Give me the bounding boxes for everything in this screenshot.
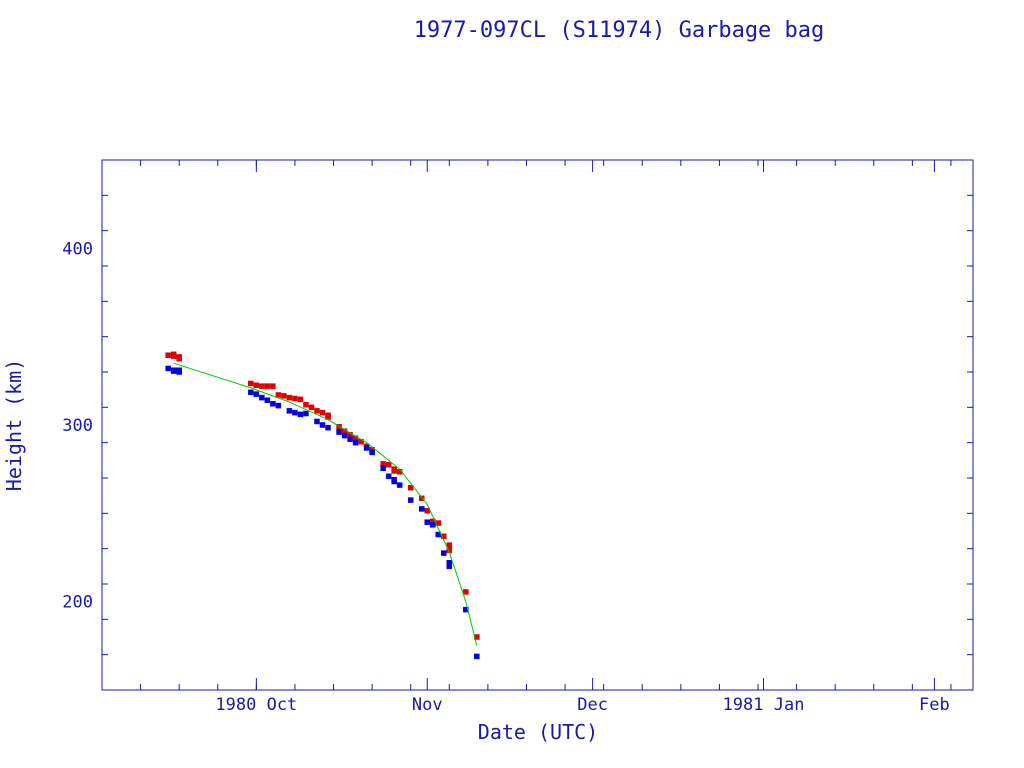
perigee-point bbox=[474, 653, 480, 660]
y-tick-label: 200 bbox=[62, 593, 93, 613]
apogee-point bbox=[319, 409, 326, 416]
perigee-point bbox=[270, 401, 276, 407]
apogee-point bbox=[391, 468, 397, 474]
perigee-point bbox=[347, 436, 353, 442]
perigee-point bbox=[380, 465, 386, 472]
perigee-point bbox=[396, 482, 403, 488]
apogee-point bbox=[259, 383, 265, 389]
apogee-point bbox=[275, 392, 282, 398]
apogee-point bbox=[270, 383, 276, 389]
perigee-point bbox=[363, 445, 370, 451]
perigee-point bbox=[297, 411, 304, 418]
apogee-point bbox=[314, 408, 320, 414]
perigee-point bbox=[292, 409, 298, 416]
x-tick-label: 1981 Jan bbox=[723, 695, 805, 715]
apogee-point bbox=[253, 382, 260, 388]
perigee-point bbox=[248, 389, 254, 396]
perigee-point bbox=[275, 402, 282, 409]
fit-line bbox=[173, 362, 478, 646]
x-tick-label: Dec bbox=[577, 695, 608, 715]
perigee-point bbox=[336, 429, 342, 435]
apogee-point bbox=[165, 352, 171, 358]
plot-frame bbox=[101, 159, 974, 691]
perigee-point bbox=[176, 369, 182, 375]
apogee-point bbox=[176, 356, 182, 362]
perigee-point bbox=[391, 478, 397, 485]
perigee-point bbox=[264, 397, 271, 404]
apogee-point bbox=[308, 404, 315, 411]
x-tick-label: Feb bbox=[919, 695, 950, 715]
perigee-point bbox=[170, 368, 177, 374]
perigee-point bbox=[430, 522, 436, 528]
y-axis-label: Height (km) bbox=[2, 359, 26, 491]
data-series bbox=[165, 351, 480, 660]
apogee-point bbox=[446, 542, 453, 548]
perigee-point bbox=[407, 497, 414, 503]
perigee-point bbox=[463, 606, 469, 613]
perigee-point bbox=[369, 449, 375, 456]
perigee-point bbox=[253, 391, 260, 397]
apogee-point bbox=[407, 484, 414, 491]
perigee-point bbox=[441, 550, 447, 556]
apogee-point bbox=[441, 533, 447, 540]
x-tick-label: 1980 Oct bbox=[215, 695, 297, 715]
apogee-point bbox=[281, 393, 287, 399]
apogee-point bbox=[248, 380, 254, 387]
x-axis-label: Date (UTC) bbox=[478, 720, 598, 744]
apogee-point bbox=[170, 353, 177, 359]
perigee-point bbox=[314, 418, 320, 425]
perigee-point bbox=[446, 563, 453, 570]
apogee-point bbox=[463, 589, 469, 595]
perigee-point bbox=[424, 519, 430, 525]
y-tick-label: 400 bbox=[62, 239, 93, 259]
apogee-point bbox=[385, 462, 392, 468]
y-axis-ticks: 200 300 400 bbox=[62, 194, 973, 656]
perigee-point bbox=[286, 408, 293, 414]
y-tick-label: 300 bbox=[62, 416, 93, 436]
apogee-point bbox=[264, 383, 271, 389]
apogee-point bbox=[418, 495, 425, 502]
chart-title: 1977-097CL (S11974) Garbage bag bbox=[414, 18, 825, 43]
perigee-point bbox=[165, 365, 171, 372]
x-axis-ticks: 1980 Oct Nov Dec 1981 Jan Feb bbox=[140, 160, 952, 715]
apogee-point bbox=[286, 394, 293, 401]
perigee-point bbox=[303, 410, 309, 417]
perigee-point bbox=[319, 422, 326, 428]
perigee-point bbox=[385, 473, 392, 479]
perigee-point bbox=[259, 394, 265, 401]
apogee-point bbox=[292, 395, 298, 402]
perigee-point bbox=[341, 432, 348, 439]
perigee-point bbox=[325, 424, 331, 431]
perigee-point bbox=[418, 506, 425, 512]
perigee-point bbox=[352, 439, 359, 446]
apogee-point bbox=[297, 396, 304, 403]
apogee-point bbox=[303, 401, 309, 408]
x-tick-label: Nov bbox=[412, 695, 443, 715]
